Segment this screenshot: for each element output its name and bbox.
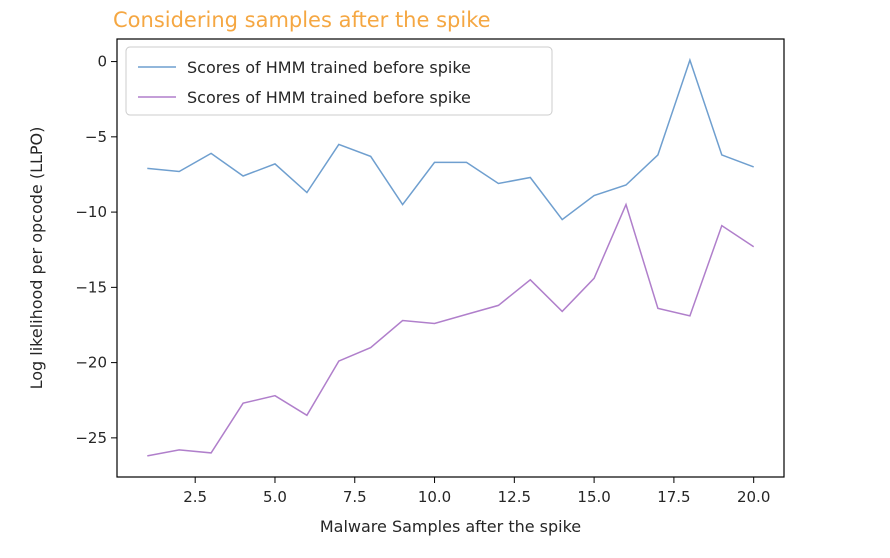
chart-title: Considering samples after the spike <box>113 8 491 32</box>
y-tick-label: −25 <box>75 429 107 447</box>
legend: Scores of HMM trained before spike Score… <box>125 46 553 116</box>
x-tick-label: 17.5 <box>657 488 690 506</box>
x-tick-label: 12.5 <box>498 488 531 506</box>
plot-lines <box>147 57 755 457</box>
x-axis-label: Malware Samples after the spike <box>320 517 581 536</box>
y-tick-label: −15 <box>75 278 107 296</box>
axes-frame <box>116 38 785 478</box>
x-tick-label: 2.5 <box>183 488 207 506</box>
x-tick-label: 20.0 <box>737 488 770 506</box>
x-axis-ticks: 2.5 5.0 7.5 10.0 12.5 15.0 17.5 20.0 <box>183 477 770 506</box>
y-tick-label: −10 <box>75 203 107 221</box>
legend-label-1: Scores of HMM trained before spike <box>187 58 471 77</box>
y-axis-label: Log likelihood per opcode (LLPO) <box>27 127 46 390</box>
x-tick-label: 15.0 <box>577 488 610 506</box>
y-axis-ticks: 0 −5 −10 −15 −20 −25 <box>75 53 117 447</box>
series-line-2 <box>147 202 755 457</box>
x-tick-label: 7.5 <box>343 488 367 506</box>
legend-box <box>125 46 553 116</box>
x-tick-label: 10.0 <box>418 488 451 506</box>
x-tick-label: 5.0 <box>263 488 287 506</box>
series-line-1 <box>147 57 754 221</box>
legend-label-2: Scores of HMM trained before spike <box>187 88 471 107</box>
y-tick-label: 0 <box>97 53 107 71</box>
y-tick-label: −5 <box>85 128 107 146</box>
y-tick-label: −20 <box>75 354 107 372</box>
